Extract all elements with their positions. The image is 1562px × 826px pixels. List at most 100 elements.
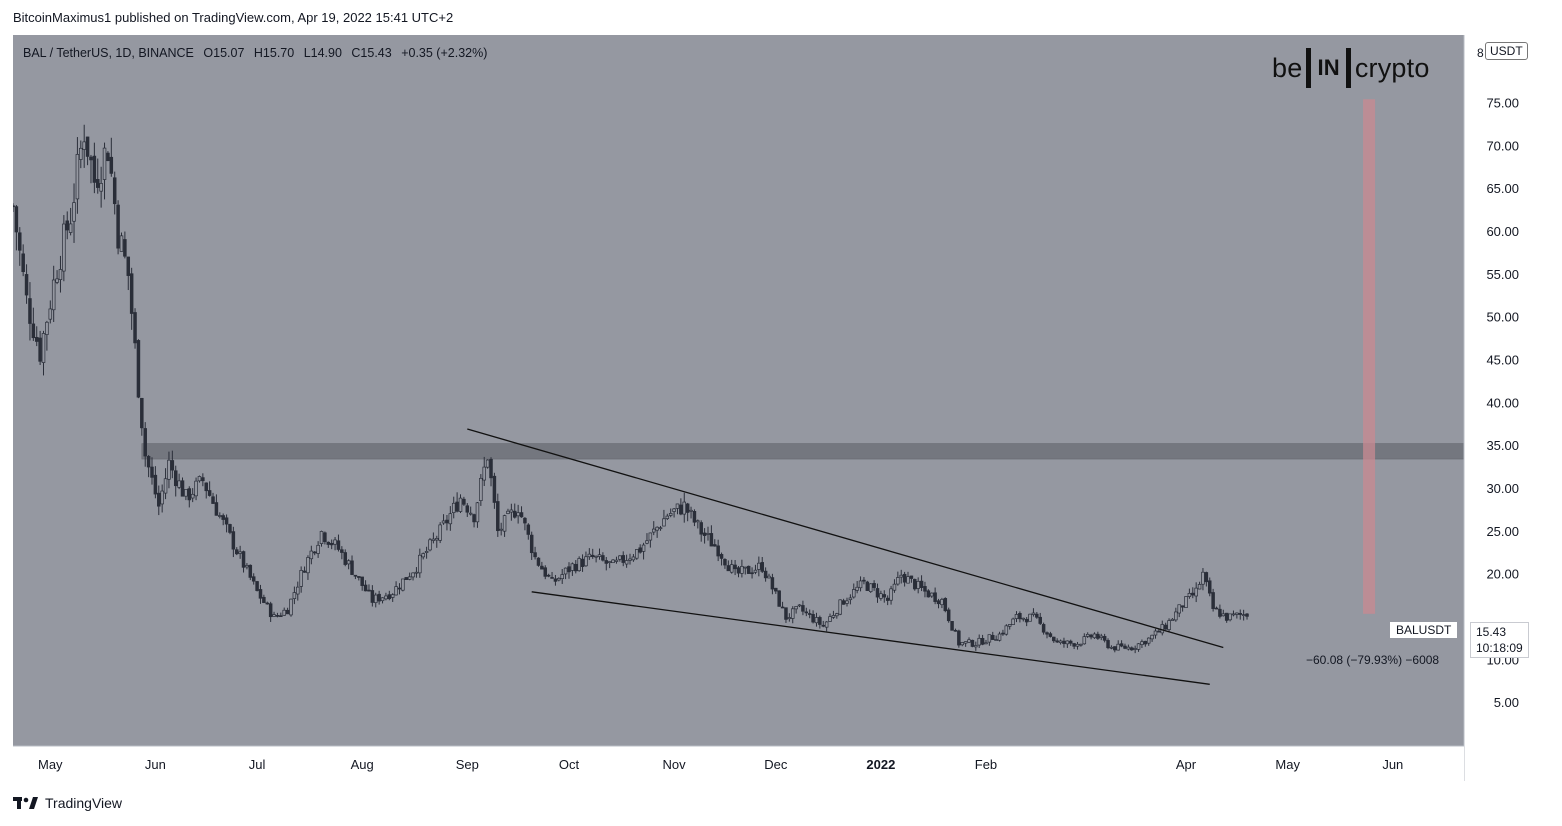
candle-body <box>1004 625 1009 635</box>
candle-body <box>896 577 900 585</box>
candle-body <box>801 605 805 612</box>
candle-body <box>251 576 256 582</box>
candle-body <box>543 567 548 577</box>
candle-body <box>157 492 161 507</box>
candle-body <box>909 575 914 579</box>
candle-body <box>275 615 280 617</box>
plot-area[interactable] <box>13 35 1464 746</box>
candle-body <box>241 551 246 568</box>
candle-body <box>811 614 815 623</box>
candle-body <box>82 141 86 150</box>
candle-body <box>750 572 754 575</box>
candle-body <box>353 574 358 577</box>
candle-body <box>475 502 480 523</box>
footer: TradingView <box>13 795 122 811</box>
candle-body <box>489 458 493 479</box>
price-chart[interactable]: 75.00 70.00 65.00 60.00 55.00 50.00 45.00 40.00… <box>13 35 1550 781</box>
candle-body <box>865 581 870 591</box>
candle-body <box>231 531 236 550</box>
candle-body <box>774 587 778 592</box>
candle-body <box>55 278 59 283</box>
candle-body <box>34 336 39 342</box>
candle-body <box>343 552 347 565</box>
candle-body <box>1116 643 1120 651</box>
candle-body <box>784 607 788 620</box>
price-unit-button[interactable]: USDT <box>1485 42 1528 60</box>
candle-body <box>729 564 734 573</box>
candle-body <box>1041 624 1046 633</box>
resistance-zone <box>141 443 1465 460</box>
candle-body <box>285 609 290 615</box>
candle-body <box>862 579 866 582</box>
candle-body <box>1109 646 1114 649</box>
candle-body <box>624 560 629 565</box>
candle-body <box>92 155 97 183</box>
candle-body <box>1126 646 1131 650</box>
candle-body <box>1123 645 1127 649</box>
candle-body <box>641 544 646 552</box>
candle-body <box>150 466 154 478</box>
candle-body <box>1180 605 1185 608</box>
candle-body <box>1218 608 1222 617</box>
candle-body <box>18 232 22 251</box>
candle-body <box>512 510 517 518</box>
candle-body <box>794 606 798 610</box>
candle-body <box>41 333 46 363</box>
candle-body <box>397 587 402 590</box>
candle-body <box>577 558 581 572</box>
candle-body <box>553 578 558 582</box>
candle-body <box>163 478 168 494</box>
candle-body <box>13 205 15 208</box>
candle-body <box>404 577 409 580</box>
candle-body <box>638 547 642 553</box>
candle-body <box>1018 613 1022 620</box>
candle-body <box>1014 614 1019 619</box>
candle-body <box>950 621 954 631</box>
candle-body <box>1133 648 1137 650</box>
candle-body <box>631 556 636 561</box>
candle-body <box>933 592 937 602</box>
candle-body <box>821 624 826 627</box>
candle-body <box>1113 646 1117 651</box>
candle-body <box>24 274 29 296</box>
candle-body <box>14 206 19 233</box>
candle-body <box>841 600 846 605</box>
y-tick-label: 70.00 <box>1486 138 1519 153</box>
candle-body <box>743 566 748 569</box>
candle-body <box>329 542 334 546</box>
candle-body <box>658 527 663 530</box>
candle-body <box>235 549 239 555</box>
y-tick-label: 50.00 <box>1486 310 1519 325</box>
candle-body <box>635 549 639 559</box>
candle-body <box>733 564 737 570</box>
candle-body <box>994 639 998 641</box>
candle-body <box>485 459 490 468</box>
candle-body <box>963 641 968 644</box>
candle-body <box>1187 593 1192 597</box>
candle-body <box>533 552 537 558</box>
candle-body <box>292 592 297 599</box>
candle-body <box>706 533 710 535</box>
candle-body <box>262 596 266 603</box>
candle-body <box>258 589 263 599</box>
candle-body <box>451 502 456 513</box>
candle-body <box>682 501 687 515</box>
candle-body <box>879 593 883 599</box>
y-tick-label: 20.00 <box>1486 567 1519 582</box>
candle-body <box>346 560 351 565</box>
candle-body <box>926 590 931 598</box>
candle-body <box>323 532 327 542</box>
candle-body <box>1241 614 1246 616</box>
candle-body <box>1024 618 1029 623</box>
candle-body <box>838 599 842 615</box>
candle-body <box>465 505 470 513</box>
time-scale <box>13 746 1464 781</box>
candle-body <box>79 147 83 160</box>
candle-body <box>21 253 25 273</box>
candle-body <box>268 603 273 618</box>
candle-body <box>496 501 500 532</box>
candle-body <box>1089 634 1093 638</box>
candle-body <box>448 513 453 525</box>
candle-body <box>72 202 76 222</box>
y-tick-label: 65.00 <box>1486 181 1519 196</box>
